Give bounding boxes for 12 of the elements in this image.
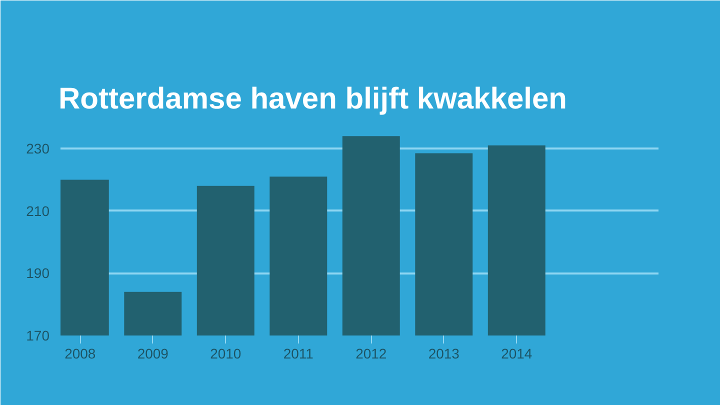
x-tick-label: 2014: [501, 346, 532, 362]
x-tick-label: 2010: [210, 346, 242, 362]
x-tick-label: 2012: [356, 346, 387, 362]
y-tick-label: 190: [26, 265, 50, 282]
x-tick-label: 2011: [283, 346, 314, 362]
x-tick-label: 2013: [428, 346, 460, 362]
x-tick-label: 2009: [137, 346, 169, 362]
x-tick-label: 2008: [64, 346, 96, 362]
y-tick-label: 210: [26, 202, 50, 219]
y-tick-label: 230: [26, 140, 50, 157]
chart-title: Rotterdamse haven blijft kwakkelen: [58, 82, 568, 116]
y-tick-label: 170: [26, 328, 50, 344]
